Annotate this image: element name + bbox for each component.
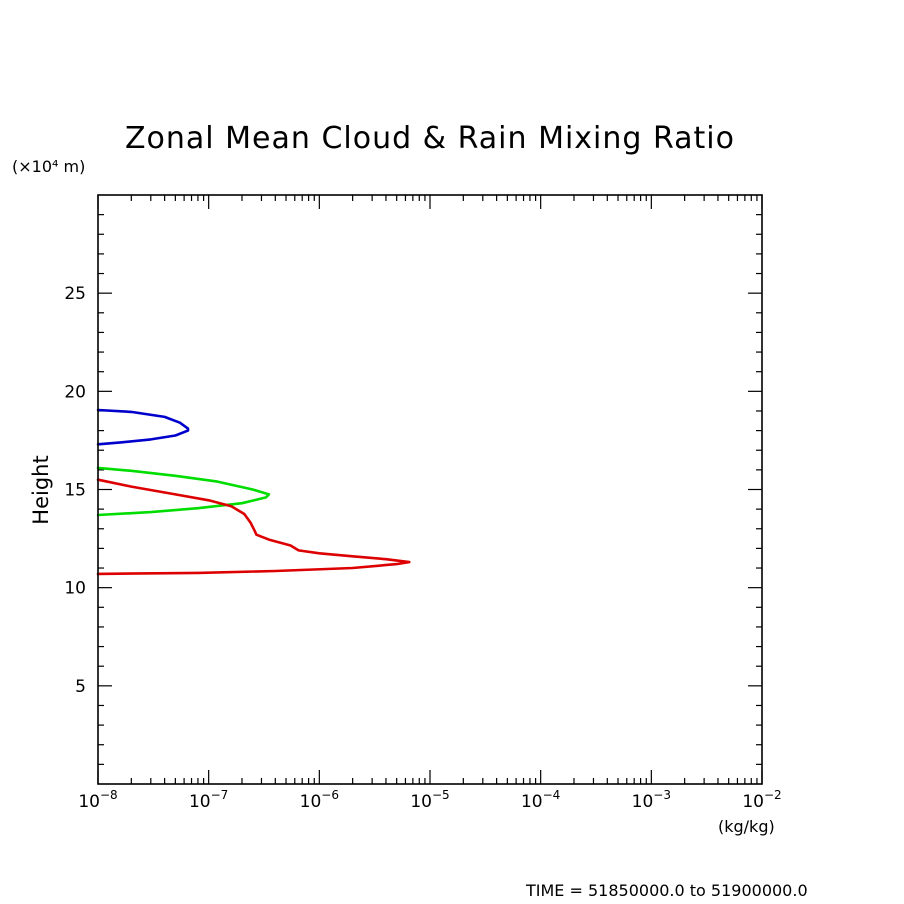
y-tick-labels: 5 10 15 20 25 xyxy=(64,284,86,697)
series-line-2 xyxy=(96,466,271,517)
series-layer xyxy=(96,408,411,576)
y-tick-label: 20 xyxy=(64,382,86,402)
x-tick-label: 10−5 xyxy=(410,788,449,812)
x-tick-label: 10−6 xyxy=(300,788,339,812)
chart-title: Zonal Mean Cloud & Rain Mixing Ratio xyxy=(125,121,735,156)
footer-time-range: TIME = 51850000.0 to 51900000.0 xyxy=(525,881,808,900)
y-tick-label: 25 xyxy=(64,284,86,304)
x-tick-label: 10−8 xyxy=(78,788,117,812)
x-tick-label: 10−2 xyxy=(742,788,781,812)
x-tick-label: 10−7 xyxy=(189,788,228,812)
y-tick-label: 5 xyxy=(75,677,86,697)
y-tick-label: 15 xyxy=(64,481,86,501)
axis-ticks xyxy=(97,195,763,784)
x-tick-label: 10−3 xyxy=(632,788,671,812)
x-tick-label: 10−4 xyxy=(521,788,560,812)
y-tick-label: 10 xyxy=(64,579,86,599)
y-axis-label: Height xyxy=(29,455,53,524)
x-tick-labels: 10−8 10−7 10−6 10−5 10−4 10−3 10−2 xyxy=(78,788,781,812)
x-unit-label: (kg/kg) xyxy=(718,817,775,836)
plot-frame xyxy=(97,194,763,785)
series-line-3 xyxy=(96,478,411,576)
series-line-1 xyxy=(96,408,190,446)
y-unit-label: (×10⁴ m) xyxy=(12,157,85,176)
